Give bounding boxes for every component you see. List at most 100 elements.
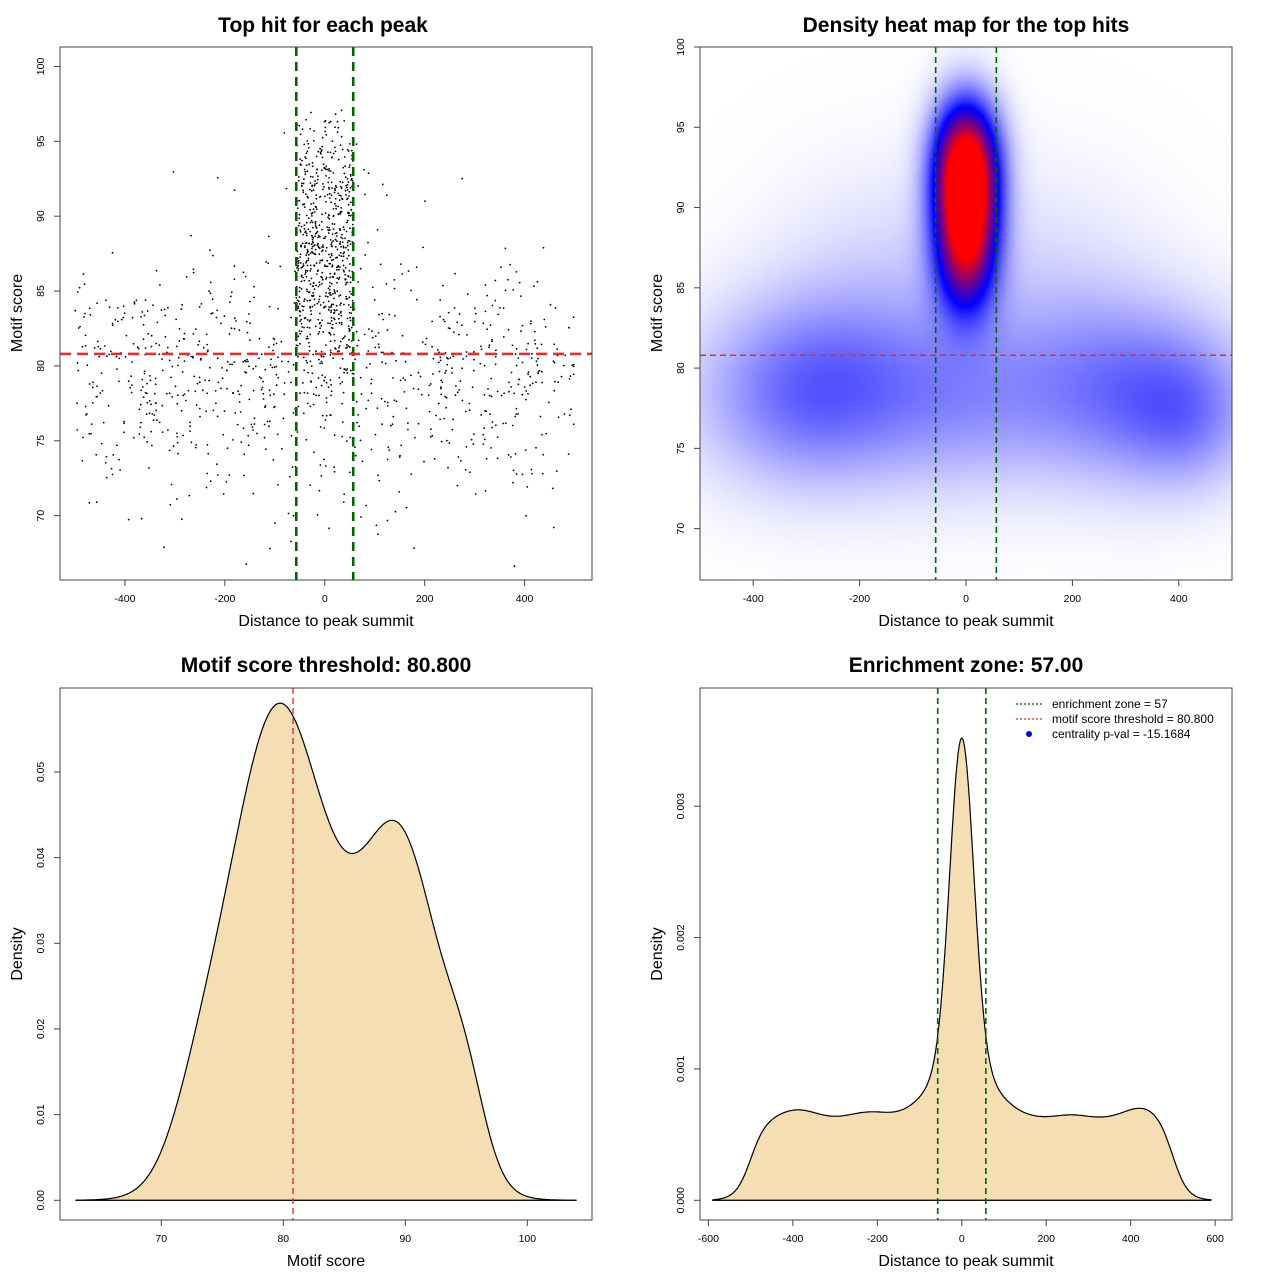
scatter-point xyxy=(340,255,343,258)
scatter-point xyxy=(318,322,321,325)
scatter-point xyxy=(318,358,320,361)
scatter-point xyxy=(118,380,120,383)
scatter-point xyxy=(346,221,348,224)
scatter-point xyxy=(527,342,529,345)
scatter-point xyxy=(301,182,303,185)
scatter-point xyxy=(340,197,343,200)
scatter-point xyxy=(337,213,340,216)
scatter-point xyxy=(385,283,388,285)
distance-density-y-label: Density xyxy=(649,927,666,980)
scatter-point xyxy=(471,386,474,389)
scatter-point xyxy=(445,369,447,372)
scatter-point xyxy=(402,377,405,379)
scatter-point xyxy=(317,245,320,248)
scatter-point xyxy=(96,395,99,398)
scatter-point xyxy=(300,184,303,187)
scatter-point xyxy=(354,446,356,449)
scatter-point xyxy=(125,334,128,337)
scatter-point xyxy=(190,355,192,358)
scatter-point xyxy=(311,184,314,187)
scatter-point xyxy=(340,195,342,197)
scatter-point xyxy=(442,318,445,321)
scatter-point xyxy=(309,319,312,321)
scatter-point xyxy=(356,344,359,347)
scatter-point xyxy=(209,292,212,295)
scatter-point xyxy=(303,246,306,249)
scatter-point xyxy=(452,418,454,421)
score-density-title: Motif score threshold: 80.800 xyxy=(181,654,472,677)
scatter-point xyxy=(514,452,517,455)
scatter-point xyxy=(111,324,114,327)
scatter-point xyxy=(248,398,251,401)
scatter-point xyxy=(445,397,448,399)
scatter-point xyxy=(398,456,401,458)
scatter-point xyxy=(328,292,330,295)
scatter-point xyxy=(314,253,317,256)
scatter-point xyxy=(114,318,117,321)
scatter-point xyxy=(342,269,345,272)
scatter-point xyxy=(321,374,324,376)
scatter-point xyxy=(334,126,336,129)
scatter-point xyxy=(232,392,235,395)
scatter-point xyxy=(422,246,424,249)
scatter-point xyxy=(307,371,309,374)
scatter-point xyxy=(334,232,337,235)
scatter-point xyxy=(347,274,350,277)
scatter-point xyxy=(338,199,341,202)
scatter-point xyxy=(552,360,555,363)
scatter-point xyxy=(448,442,451,444)
scatter-point xyxy=(222,433,225,436)
scatter-point xyxy=(214,390,217,392)
scatter-point xyxy=(568,326,570,329)
scatter-point xyxy=(253,423,256,425)
scatter-point xyxy=(143,314,146,317)
scatter-point xyxy=(249,339,251,342)
scatter-point xyxy=(300,318,303,321)
scatter-point xyxy=(563,413,566,415)
scatter-point xyxy=(496,436,499,438)
scatter-point xyxy=(349,276,352,279)
scatter-point xyxy=(161,404,164,407)
scatter-point xyxy=(349,186,352,189)
scatter-point xyxy=(309,127,312,130)
scatter-point xyxy=(302,356,305,359)
scatter-point xyxy=(344,267,347,269)
scatter-point xyxy=(316,168,319,171)
scatter-point xyxy=(401,273,404,275)
scatter-point xyxy=(494,355,497,358)
scatter-point xyxy=(439,299,442,301)
scatter-point xyxy=(144,391,147,394)
scatter-point xyxy=(394,314,396,317)
scatter-point xyxy=(417,422,420,425)
scatter-point xyxy=(245,320,248,323)
scatter-point xyxy=(220,322,222,325)
scatter-point xyxy=(211,298,214,301)
scatter-point xyxy=(180,308,183,311)
distance-density-ytick-label: 0.002 xyxy=(675,924,687,950)
scatter-point xyxy=(175,345,178,348)
scatter-point xyxy=(443,417,445,420)
scatter-point xyxy=(324,212,327,215)
scatter-point xyxy=(374,346,377,349)
scatter-point xyxy=(306,270,309,272)
scatter-point xyxy=(266,420,269,423)
scatter-point xyxy=(178,328,181,330)
scatter-point xyxy=(399,454,401,457)
scatter-point xyxy=(246,358,248,361)
scatter-point xyxy=(327,216,329,219)
scatter-point xyxy=(206,472,209,475)
scatter-point xyxy=(137,347,140,350)
scatter-point xyxy=(495,424,497,427)
scatter-point xyxy=(315,262,318,265)
scatter-point xyxy=(183,393,186,395)
scatter-point xyxy=(330,316,333,319)
scatter-point xyxy=(429,383,432,385)
scatter-point xyxy=(321,271,324,274)
scatter-point xyxy=(507,454,510,456)
distance-density-ytick-label: 0.001 xyxy=(675,1056,687,1082)
scatter-point xyxy=(229,301,231,303)
scatter-point xyxy=(249,300,251,303)
scatter-point xyxy=(328,170,330,172)
scatter-point xyxy=(473,358,475,361)
